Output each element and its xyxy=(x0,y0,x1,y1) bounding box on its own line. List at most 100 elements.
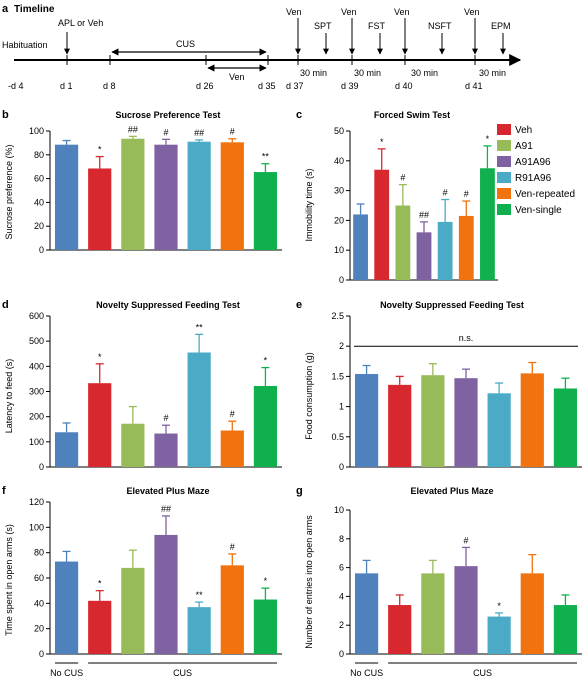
significance-label: ## xyxy=(419,210,429,220)
legend-label: Ven-single xyxy=(515,205,562,216)
legend-item-veh: Veh xyxy=(497,124,532,136)
thirty-min-2: 30 min xyxy=(354,68,381,78)
y-tick-label: 60 xyxy=(34,573,44,583)
thirty-min-1: 30 min xyxy=(300,68,327,78)
legend-item-a91a96: A91A96 xyxy=(497,156,551,168)
significance-label: # xyxy=(400,173,405,183)
significance-label: ## xyxy=(194,128,204,138)
y-axis-label: Sucrose preference (%) xyxy=(4,144,14,239)
ven-label-4: Ven xyxy=(464,7,480,17)
chart-title: Novelty Suppressed Feeding Test xyxy=(96,300,240,310)
bar xyxy=(487,616,511,654)
bar xyxy=(88,600,112,654)
ven-bracket-label: Ven xyxy=(229,72,245,82)
chart-title: Elevated Plus Maze xyxy=(126,486,209,496)
significance-label: * xyxy=(98,145,102,155)
y-tick-label: 100 xyxy=(29,126,44,136)
y-tick-label: 20 xyxy=(334,215,344,225)
bar xyxy=(253,385,278,467)
legend: Veh A91 A91A96 R91A96 Ven-repeated Ven-s… xyxy=(497,124,575,216)
chart-title: Novelty Suppressed Feeding Test xyxy=(380,300,524,310)
y-tick-label: 30 xyxy=(334,186,344,196)
legend-item-ven-single: Ven-single xyxy=(497,204,562,216)
day-label: d 41 xyxy=(465,81,483,91)
bar xyxy=(354,573,379,654)
y-tick-label: 60 xyxy=(34,174,44,184)
y-tick-label: 2 xyxy=(339,341,344,351)
habituation-label: Habituation xyxy=(2,40,48,50)
bar xyxy=(553,388,578,467)
bar xyxy=(553,605,578,654)
y-tick-label: 100 xyxy=(29,437,44,447)
cus-label: CUS xyxy=(176,39,195,49)
day-label: d 1 xyxy=(60,81,73,91)
bar xyxy=(421,375,445,467)
significance-label: # xyxy=(230,542,235,552)
significance-label: # xyxy=(463,535,468,545)
bar xyxy=(487,393,511,467)
y-tick-label: 80 xyxy=(34,150,44,160)
significance-label: ** xyxy=(262,152,270,162)
legend-label: Veh xyxy=(515,125,532,136)
apl-or-veh-label: APL or Veh xyxy=(58,18,103,28)
spt-label: SPT xyxy=(314,21,332,31)
epm-entries-chart: g Elevated Plus Maze Number of entries i… xyxy=(296,485,582,678)
bar xyxy=(154,534,178,654)
y-tick-label: 20 xyxy=(34,221,44,231)
bar xyxy=(121,138,145,250)
timeline-ticks xyxy=(66,55,476,65)
y-tick-label: 0 xyxy=(339,462,344,472)
bar xyxy=(187,607,211,654)
y-tick-label: 1 xyxy=(339,402,344,412)
bar xyxy=(54,144,79,250)
legend-swatch xyxy=(497,140,511,151)
day-label: -d 4 xyxy=(8,81,24,91)
y-tick-label: 80 xyxy=(34,548,44,558)
bar xyxy=(395,205,411,280)
bar xyxy=(121,567,145,654)
bar xyxy=(187,352,211,467)
significance-label: * xyxy=(380,137,384,147)
sucrose-preference-chart: b Sucrose Preference Test Sucrose prefer… xyxy=(2,109,282,255)
significance-label: * xyxy=(98,352,102,362)
group-label-no-cus: No CUS xyxy=(50,668,83,678)
y-axis-label: Immobility time (s) xyxy=(304,168,314,241)
legend-swatch xyxy=(497,172,511,183)
bar xyxy=(480,168,495,280)
panel-letter-e: e xyxy=(296,299,302,311)
forced-swim-chart: c Forced Swim Test Immobility time (s) 0… xyxy=(296,109,498,285)
bar xyxy=(220,565,244,654)
fst-label: FST xyxy=(368,21,386,31)
day-label: d 26 xyxy=(196,81,214,91)
bar xyxy=(374,169,390,280)
significance-label: * xyxy=(98,579,102,589)
nsft-food-chart: e Novelty Suppressed Feeding Test Food c… xyxy=(296,299,582,472)
legend-label: A91 xyxy=(515,141,533,152)
panel-letter-b: b xyxy=(2,109,9,121)
y-tick-label: 0.5 xyxy=(331,432,344,442)
y-tick-label: 0 xyxy=(39,245,44,255)
ven-label-2: Ven xyxy=(341,7,357,17)
timeline-panel: a Timeline Habituation APL or Veh CUS Ve… xyxy=(2,3,522,91)
y-tick-label: 40 xyxy=(34,197,44,207)
y-tick-label: 1.5 xyxy=(331,371,344,381)
bar xyxy=(353,214,368,280)
y-tick-label: 50 xyxy=(334,126,344,136)
y-tick-label: 6 xyxy=(339,563,344,573)
bar xyxy=(154,144,178,250)
thirty-min-3: 30 min xyxy=(411,68,438,78)
y-axis-label: Food consumption (g) xyxy=(304,352,314,440)
y-tick-label: 500 xyxy=(29,336,44,346)
significance-label: * xyxy=(497,601,501,611)
significance-label: * xyxy=(264,356,268,366)
bar xyxy=(220,430,244,467)
thirty-min-4: 30 min xyxy=(479,68,506,78)
nsft-label: NSFT xyxy=(428,21,452,31)
legend-label: R91A96 xyxy=(515,173,552,184)
legend-swatch xyxy=(497,188,511,199)
day-label: d 40 xyxy=(395,81,413,91)
significance-label: ## xyxy=(161,504,171,514)
y-tick-label: 10 xyxy=(334,505,344,515)
significance-label: # xyxy=(163,127,168,137)
day-label: d 39 xyxy=(341,81,359,91)
